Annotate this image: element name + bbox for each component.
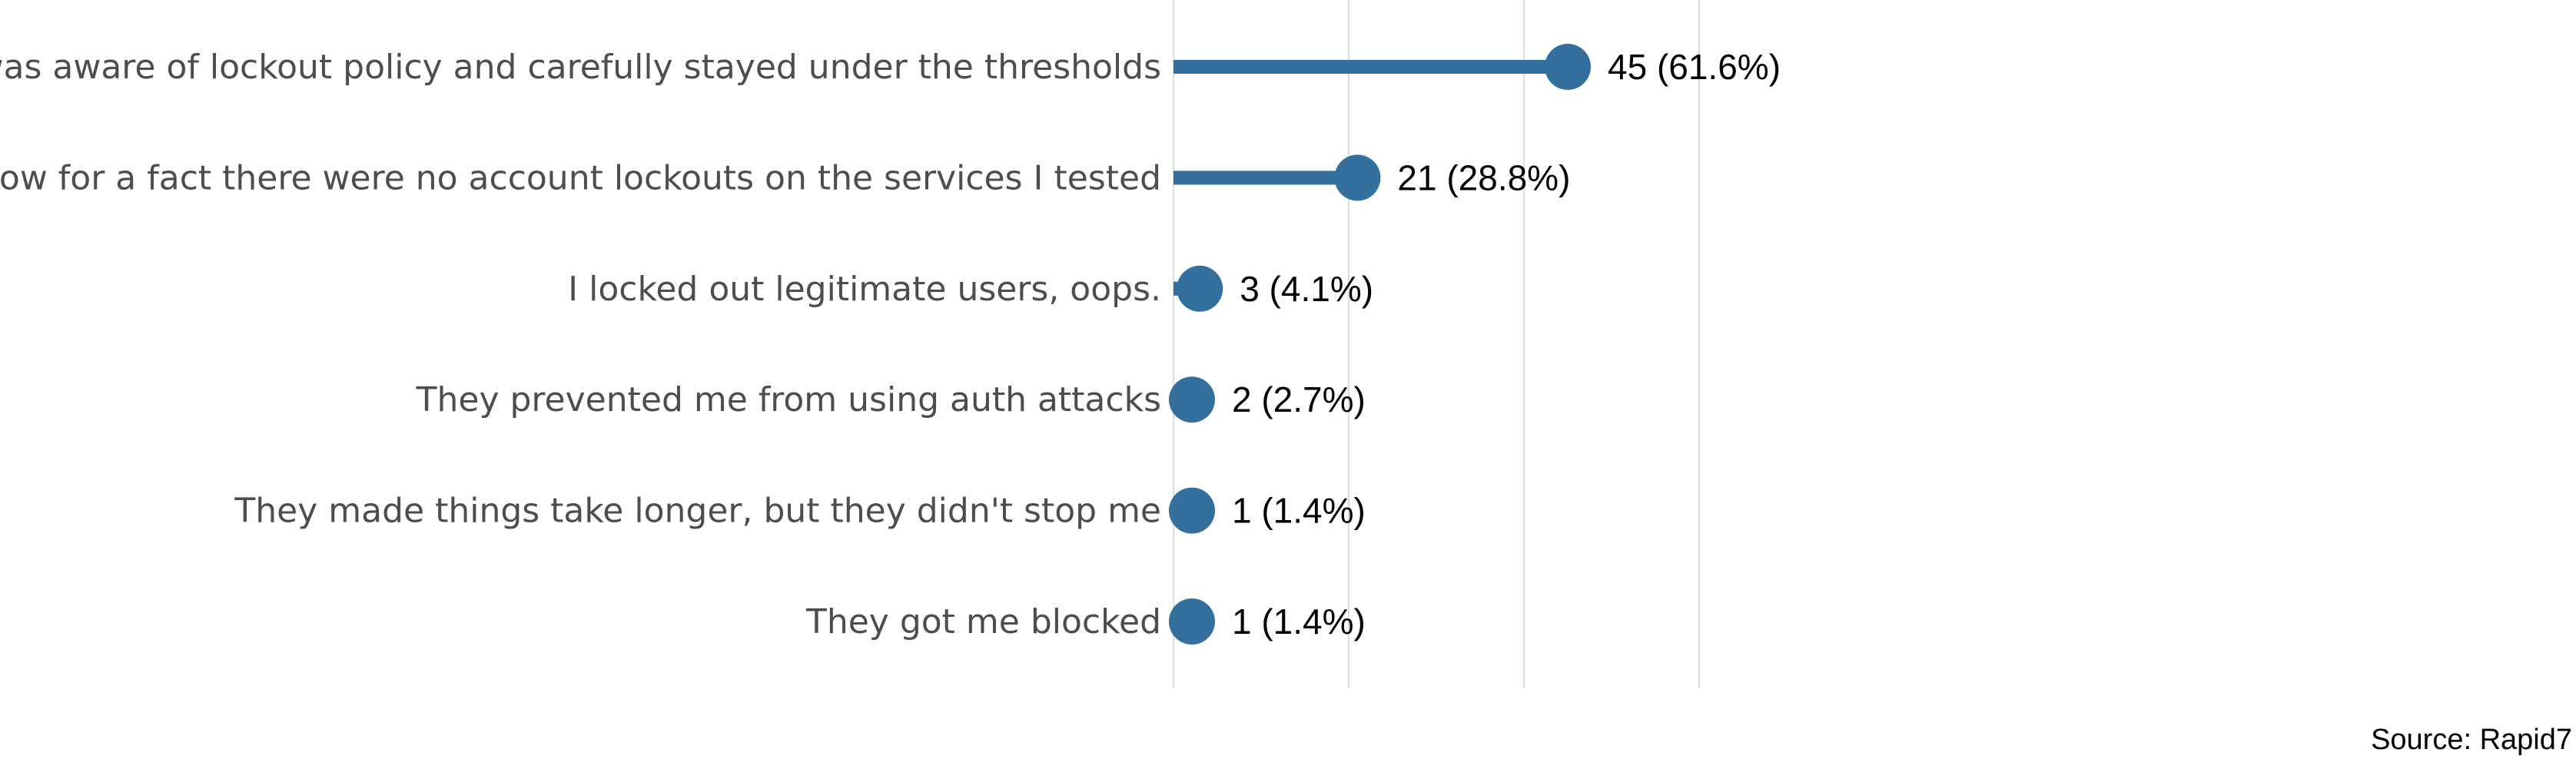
category-label: I was aware of lockout policy and carefu… <box>0 48 1161 87</box>
lollipop-dot <box>1169 487 1215 534</box>
lollipop-dot <box>1169 598 1215 645</box>
category-label: They prevented me from using auth attack… <box>416 380 1161 419</box>
lollipop-dot <box>1177 265 1223 312</box>
source-label: Source: Rapid7 <box>2371 724 2572 756</box>
category-label: I know for a fact there were no account … <box>0 158 1161 197</box>
lollipop-stem <box>1173 60 1568 74</box>
category-label: They made things take longer, but they d… <box>234 492 1161 531</box>
lollipop-stem <box>1173 171 1358 185</box>
value-labels: 45 (61.6%) 21 (28.8%) 3 (4.1%) 2 (2.7%) 1 (1… <box>1232 47 1781 641</box>
lollipop-dot <box>1169 376 1215 423</box>
value-label: 1 (1.4%) <box>1232 491 1366 531</box>
lollipop-stems <box>1173 60 1568 628</box>
gridlines <box>1173 0 1700 688</box>
category-label: I locked out legitimate users, oops. <box>568 270 1161 309</box>
value-label: 1 (1.4%) <box>1232 602 1366 641</box>
value-label: 3 (4.1%) <box>1240 269 1373 309</box>
lollipop-dot <box>1334 154 1381 201</box>
lollipop-dot <box>1545 44 1591 90</box>
category-labels: I was aware of lockout policy and carefu… <box>0 48 1161 641</box>
value-label: 21 (28.8%) <box>1397 157 1570 197</box>
category-label: They got me blocked <box>805 602 1161 641</box>
value-label: 2 (2.7%) <box>1232 380 1366 419</box>
value-label: 45 (61.6%) <box>1608 47 1781 87</box>
lollipop-dots <box>1169 44 1591 645</box>
